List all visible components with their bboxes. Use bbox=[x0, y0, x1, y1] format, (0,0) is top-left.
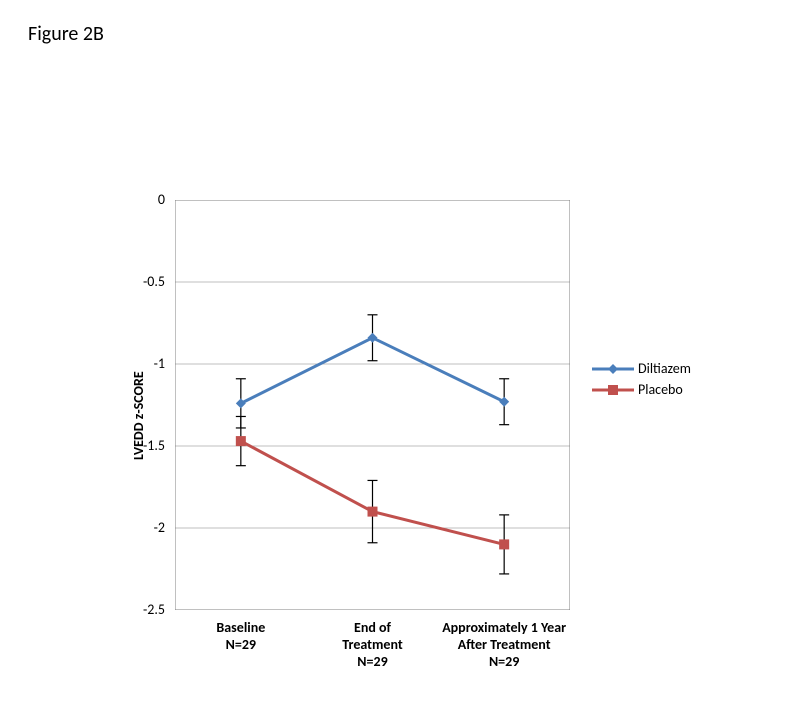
y-tick-label: -1.5 bbox=[125, 437, 165, 454]
y-tick-label: -0.5 bbox=[125, 273, 165, 290]
legend-label: Placebo bbox=[638, 381, 683, 398]
legend-label: Diltiazem bbox=[638, 360, 691, 377]
marker-square bbox=[236, 436, 246, 446]
chart-svg bbox=[175, 200, 570, 610]
x-category-line1: Approximately 1 Year bbox=[424, 619, 584, 636]
y-tick-label: 0 bbox=[125, 191, 165, 208]
x-category-line2: After Treatment bbox=[424, 636, 584, 653]
y-tick-label: -2.5 bbox=[125, 601, 165, 618]
chart-plot-area: 0-0.5-1-1.5-2-2.5BaselineN=29End ofTreat… bbox=[175, 200, 570, 610]
marker-diamond bbox=[368, 333, 378, 343]
x-category-line3: N=29 bbox=[424, 653, 584, 670]
legend-item-diltiazem: Diltiazem bbox=[592, 360, 691, 377]
legend-swatch bbox=[592, 361, 634, 377]
legend-item-placebo: Placebo bbox=[592, 381, 691, 398]
figure-label: Figure 2B bbox=[28, 22, 104, 46]
legend-swatch bbox=[592, 382, 634, 398]
y-tick-label: -2 bbox=[125, 519, 165, 536]
y-tick-label: -1 bbox=[125, 355, 165, 372]
marker-square bbox=[499, 539, 509, 549]
chart-legend: Diltiazem Placebo bbox=[592, 360, 691, 402]
x-category-label: Approximately 1 YearAfter TreatmentN=29 bbox=[424, 619, 584, 670]
marker-diamond bbox=[236, 398, 246, 408]
marker-square bbox=[368, 507, 378, 517]
marker-diamond bbox=[499, 397, 509, 407]
